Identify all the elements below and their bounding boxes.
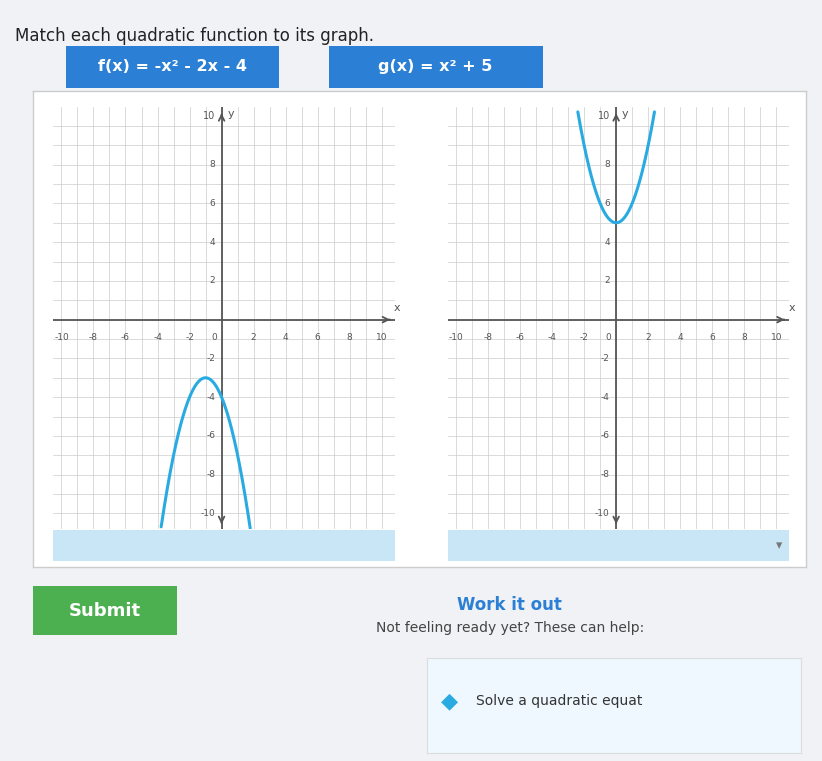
Text: -8: -8: [206, 470, 215, 479]
Text: -10: -10: [595, 509, 610, 518]
Text: 4: 4: [210, 237, 215, 247]
Text: 4: 4: [677, 333, 683, 342]
Text: 2: 2: [645, 333, 651, 342]
Text: Not feeling ready yet? These can help:: Not feeling ready yet? These can help:: [376, 621, 644, 635]
Text: x: x: [788, 303, 795, 313]
Text: -10: -10: [54, 333, 69, 342]
Text: 8: 8: [604, 160, 610, 169]
Text: 10: 10: [770, 333, 782, 342]
Text: f(x) = -x² - 2x - 4: f(x) = -x² - 2x - 4: [98, 59, 247, 74]
Text: Work it out: Work it out: [457, 596, 562, 614]
Text: y: y: [227, 110, 233, 119]
Text: -2: -2: [206, 354, 215, 363]
Text: -8: -8: [601, 470, 610, 479]
Text: 6: 6: [315, 333, 321, 342]
Text: 10: 10: [203, 111, 215, 121]
Text: 6: 6: [604, 199, 610, 208]
Text: 8: 8: [347, 333, 353, 342]
Text: -6: -6: [121, 333, 130, 342]
Text: -6: -6: [206, 431, 215, 441]
Text: -6: -6: [515, 333, 524, 342]
Text: Solve a quadratic equat: Solve a quadratic equat: [476, 694, 643, 708]
Text: 0: 0: [606, 333, 612, 342]
Text: -8: -8: [483, 333, 492, 342]
Text: -10: -10: [201, 509, 215, 518]
Text: 8: 8: [741, 333, 747, 342]
Text: 2: 2: [251, 333, 256, 342]
Text: -2: -2: [580, 333, 589, 342]
Text: 10: 10: [376, 333, 387, 342]
Text: -4: -4: [153, 333, 162, 342]
Text: -2: -2: [601, 354, 610, 363]
Text: ◆: ◆: [441, 691, 459, 711]
Text: 2: 2: [604, 276, 610, 285]
Text: -10: -10: [449, 333, 464, 342]
Text: -2: -2: [185, 333, 194, 342]
Text: y: y: [621, 110, 628, 119]
Text: 4: 4: [604, 237, 610, 247]
Text: -4: -4: [547, 333, 556, 342]
Text: 8: 8: [210, 160, 215, 169]
Text: 10: 10: [598, 111, 610, 121]
Text: -8: -8: [89, 333, 98, 342]
Text: ▾: ▾: [776, 539, 783, 552]
Text: 0: 0: [211, 333, 217, 342]
Text: 6: 6: [709, 333, 715, 342]
Text: Submit: Submit: [69, 602, 141, 619]
FancyBboxPatch shape: [25, 583, 185, 638]
Text: 4: 4: [283, 333, 289, 342]
Text: -4: -4: [206, 393, 215, 402]
Text: x: x: [394, 303, 400, 313]
Text: -6: -6: [601, 431, 610, 441]
Text: g(x) = x² + 5: g(x) = x² + 5: [378, 59, 493, 74]
Text: -4: -4: [601, 393, 610, 402]
Text: 2: 2: [210, 276, 215, 285]
Text: Match each quadratic function to its graph.: Match each quadratic function to its gra…: [15, 27, 374, 45]
Text: 6: 6: [210, 199, 215, 208]
